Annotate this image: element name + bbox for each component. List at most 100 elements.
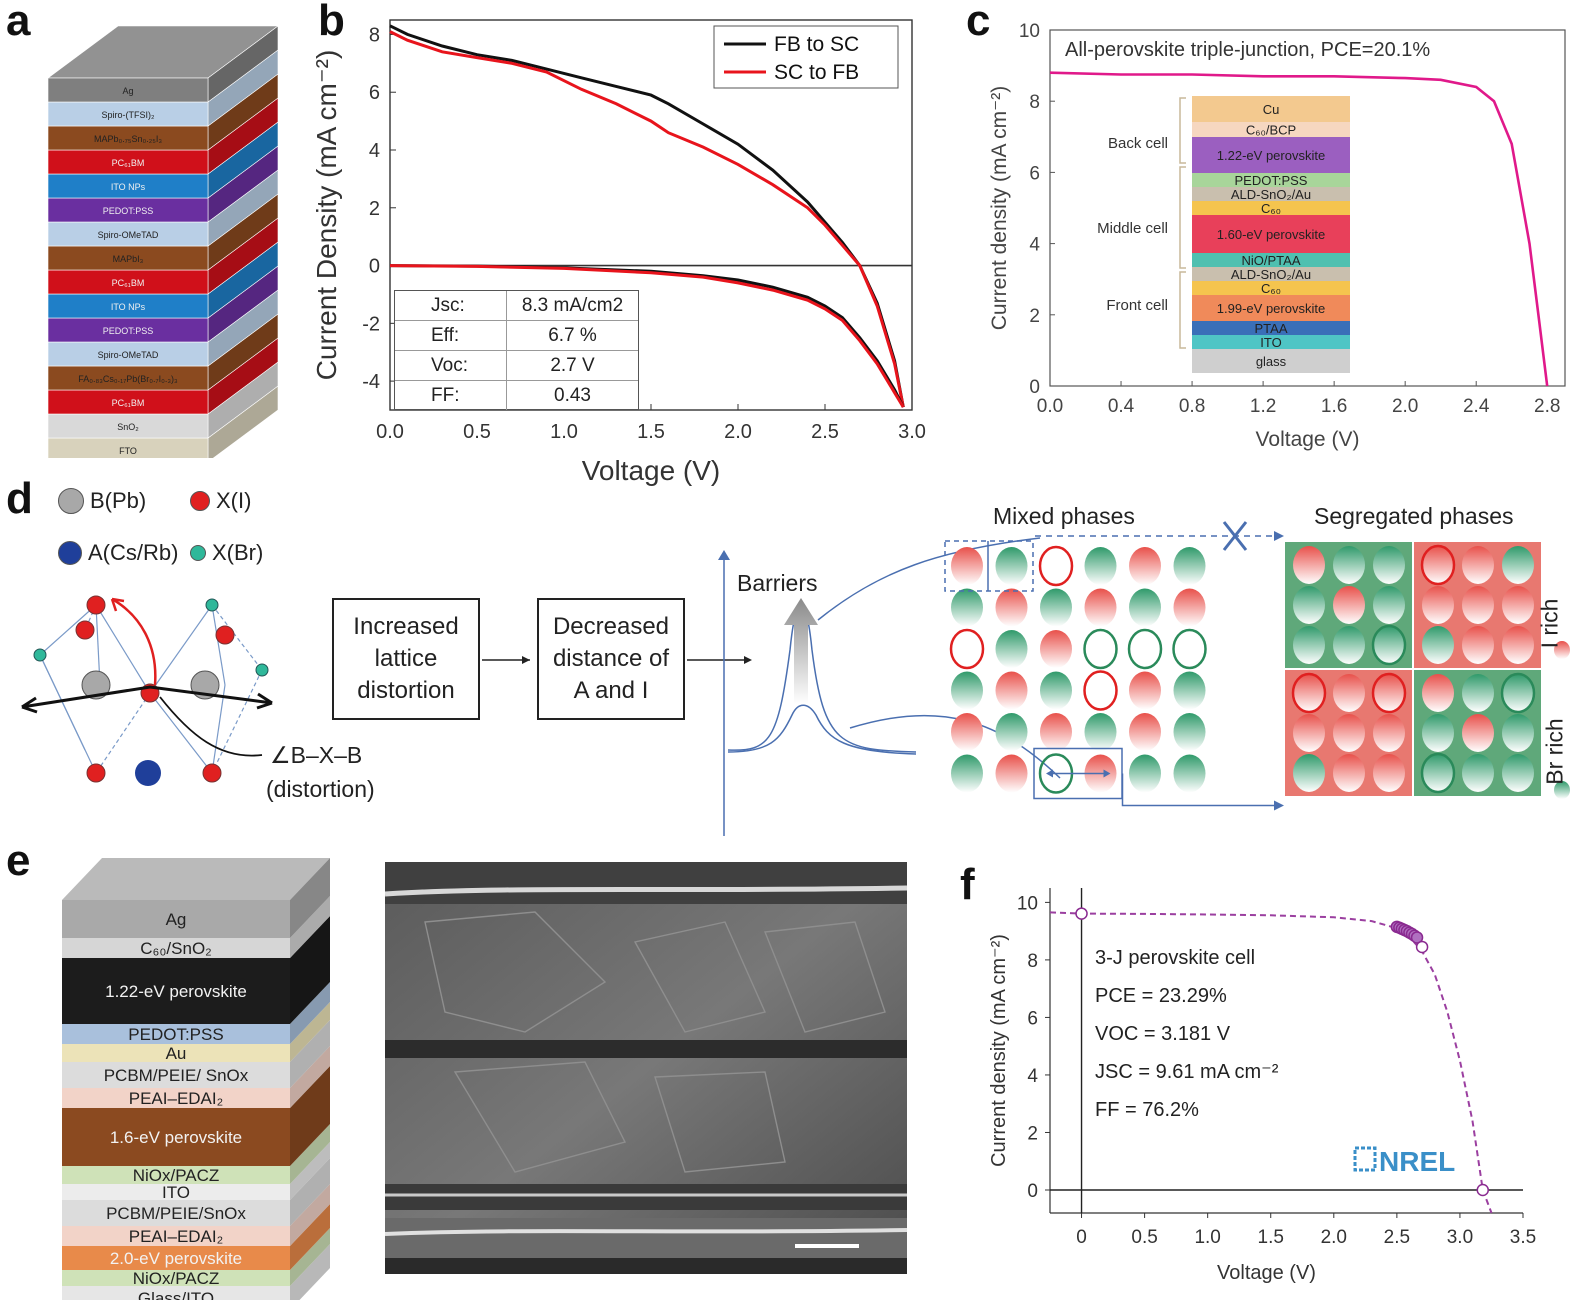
layer-label-12: 2.0-eV perovskite bbox=[110, 1249, 242, 1268]
layer-front-7 bbox=[47, 245, 209, 271]
mixed-site bbox=[1040, 588, 1072, 627]
segregated-site bbox=[1333, 754, 1365, 792]
table-row: Voc: 2.7 V bbox=[395, 351, 638, 381]
layer-side-14 bbox=[290, 1244, 330, 1300]
segregated-site bbox=[1502, 674, 1534, 712]
flow-arrow-2-head bbox=[744, 656, 752, 664]
layer-top bbox=[62, 858, 330, 900]
br-rich-dot bbox=[1554, 781, 1570, 799]
x-tick-label: 2.5 bbox=[1384, 1227, 1410, 1248]
x-tick-label: 1.2 bbox=[1250, 396, 1276, 417]
layer-label-10: PEDOT:PSS bbox=[103, 326, 154, 336]
stack-label-4: ALD-SnO₂/Au bbox=[1231, 187, 1311, 202]
bond-10 bbox=[149, 692, 213, 774]
segregated-site bbox=[1373, 546, 1405, 584]
legend-item-2: A(Cs/Rb) bbox=[58, 540, 178, 566]
mixed-site bbox=[1038, 545, 1074, 587]
mixed-site bbox=[995, 547, 1028, 585]
layer-label-13: NiOx/PACZ bbox=[133, 1269, 220, 1288]
annotation-3: JSC = 9.61 mA cm⁻² bbox=[1095, 1061, 1279, 1083]
legend-text: X(Br) bbox=[212, 540, 264, 565]
layer-label-7: MAPbI₃ bbox=[113, 254, 144, 264]
barriers-label: Barriers bbox=[737, 570, 818, 596]
stack-layer-4 bbox=[1192, 187, 1350, 201]
mixed-site bbox=[1173, 547, 1206, 585]
segregated-site bbox=[1502, 546, 1534, 584]
bond-6 bbox=[39, 654, 97, 774]
legend-label-1: SC to FB bbox=[774, 61, 859, 84]
mixed-site bbox=[1084, 713, 1117, 751]
high-barrier-curve bbox=[727, 604, 917, 753]
layer-front-9 bbox=[47, 293, 209, 319]
y-tick-label: 8 bbox=[1027, 951, 1038, 972]
series-line-1 bbox=[389, 30, 905, 408]
y-axis-label: Current Density (mA cm⁻²) bbox=[311, 50, 342, 381]
mixed-site bbox=[1129, 671, 1161, 710]
br-atom bbox=[255, 663, 269, 677]
layer-front-7 bbox=[62, 1108, 290, 1166]
layer-label-14: Glass/ITO bbox=[138, 1289, 214, 1300]
stack-layer-3 bbox=[1192, 173, 1350, 187]
sem-substrate-line bbox=[385, 1228, 907, 1236]
stack-layer-1 bbox=[1192, 122, 1350, 137]
layer-label-13: PC₆₁BM bbox=[112, 398, 145, 408]
jv-marker bbox=[1075, 907, 1088, 920]
table-value: 0.43 bbox=[554, 385, 591, 406]
stack-layer-11 bbox=[1192, 321, 1350, 335]
layer-side-9 bbox=[290, 1142, 330, 1200]
mixed-site bbox=[951, 588, 983, 627]
table-key: Voc: bbox=[395, 351, 507, 380]
bond-1 bbox=[95, 604, 151, 694]
stack-label-13: glass bbox=[1256, 354, 1287, 369]
segregated-site bbox=[1333, 626, 1365, 664]
mixed-site bbox=[1084, 547, 1117, 585]
i-rich-dot bbox=[1554, 641, 1570, 659]
nrel-logo-mark bbox=[1353, 1146, 1377, 1172]
x-axis-label: Voltage (V) bbox=[1256, 428, 1360, 451]
selection-box bbox=[944, 540, 1034, 592]
angle-label: ∠B–X–B bbox=[270, 742, 363, 768]
panel-letter-d: d bbox=[6, 474, 33, 523]
segregated-site bbox=[1373, 626, 1405, 664]
segregated-site bbox=[1291, 672, 1327, 714]
layer-front-3 bbox=[47, 149, 209, 175]
sem-image bbox=[385, 862, 907, 1274]
red-arrow-head bbox=[110, 597, 125, 612]
mixed-site bbox=[995, 671, 1028, 710]
segregated-site bbox=[1293, 674, 1325, 712]
group-label-2: Front cell bbox=[1106, 297, 1168, 314]
x-tick-label: 1.6 bbox=[1321, 396, 1347, 417]
i-rich-label: I rich bbox=[1536, 598, 1563, 649]
x-tick-label: 2.0 bbox=[724, 421, 752, 443]
layer-front-8 bbox=[62, 1166, 290, 1184]
layer-label-4: Au bbox=[166, 1044, 187, 1063]
plot-frame bbox=[1049, 29, 1566, 387]
mixed-site bbox=[1083, 628, 1118, 670]
layer-front-0 bbox=[47, 77, 209, 103]
i-atom bbox=[202, 763, 222, 783]
stack-label-10: 1.99-eV perovskite bbox=[1217, 301, 1325, 316]
layer-label-1: C₆₀/SnO₂ bbox=[140, 939, 212, 958]
mixed-site bbox=[1173, 671, 1206, 710]
legend-label-0: FB to SC bbox=[774, 33, 859, 56]
panel-d-octahedra bbox=[21, 595, 273, 786]
stack-layer-0 bbox=[1192, 96, 1350, 122]
stack-layer-13 bbox=[1192, 349, 1350, 373]
layer-label-15: FTO bbox=[119, 446, 137, 456]
stack-label-9: C₆₀ bbox=[1261, 281, 1281, 296]
layer-side-3 bbox=[290, 982, 330, 1044]
br-atom bbox=[205, 598, 219, 612]
stack-label-0: Cu bbox=[1263, 102, 1280, 117]
mixed-site bbox=[951, 671, 983, 710]
stack-label-11: PTAA bbox=[1255, 321, 1288, 336]
layer-front-11 bbox=[47, 341, 209, 367]
segregated-site bbox=[1422, 674, 1454, 712]
rise-arrow bbox=[784, 598, 818, 704]
swap-arrow-heads bbox=[1046, 769, 1111, 778]
bond-9 bbox=[211, 604, 226, 686]
panel-b-chart: 0.0 0.5 1.0 1.5 2.0 2.5 3.0 -4 -2 0 2 4 6 8 Voltage (V… bbox=[311, 19, 926, 486]
x-tick-label: 0.0 bbox=[1037, 396, 1063, 417]
layer-front-3 bbox=[62, 1024, 290, 1044]
table-row: Jsc: 8.3 mA/cm2 bbox=[395, 291, 638, 321]
